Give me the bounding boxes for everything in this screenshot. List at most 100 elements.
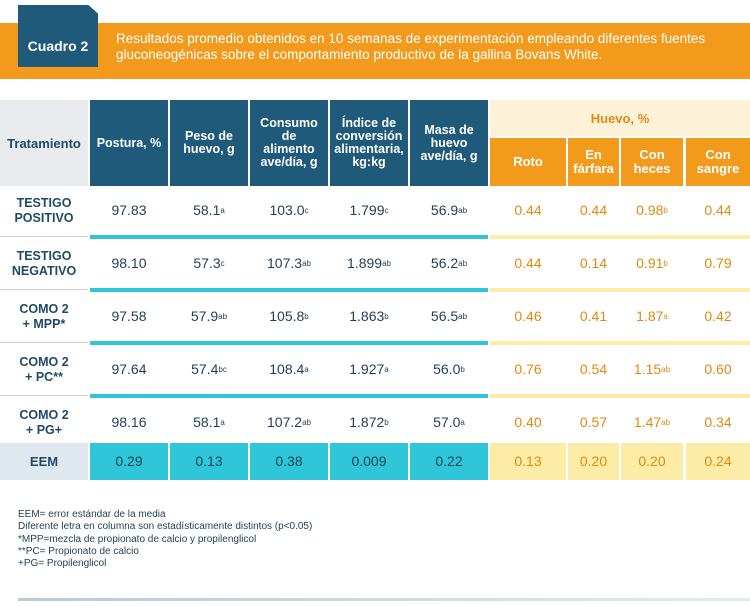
row-divider xyxy=(90,394,488,398)
footnote-line: **PC= Propionato de calcio xyxy=(18,545,139,557)
treatment-header: Tratamiento xyxy=(0,100,88,186)
table-cell: 0.44 xyxy=(490,239,566,288)
table-caption: Resultados promedio obtenidos en 10 sema… xyxy=(116,31,706,62)
bottom-divider xyxy=(18,598,750,601)
eem-cell: 0.13 xyxy=(490,443,566,480)
table-cell: 1.872 b xyxy=(349,414,389,430)
eem-cell: 0.20 xyxy=(568,443,619,480)
table-cell: 0.41 xyxy=(568,292,619,341)
cell-value: 56.5 xyxy=(430,308,459,324)
row-divider xyxy=(0,395,88,396)
column-header: En fárfara xyxy=(568,138,619,186)
cell-value: 0.41 xyxy=(579,308,608,324)
table-cell: 56.5 ab xyxy=(430,308,468,324)
table-cell: 58.1 a xyxy=(193,414,225,430)
row-divider xyxy=(90,235,488,239)
cell-value: 56.9 xyxy=(430,202,459,218)
table-cell: 56.2 ab xyxy=(430,255,468,271)
eem-label: EEM xyxy=(0,443,88,480)
cell-value: 0.76 xyxy=(514,361,542,377)
table-cell: 0.76 xyxy=(490,345,566,394)
table-cell: 0.34 xyxy=(686,398,750,447)
row-divider xyxy=(490,288,750,292)
cell-value: 103.0 xyxy=(269,202,305,218)
row-divider xyxy=(490,341,750,345)
cell-value: 57.9 xyxy=(190,308,219,324)
table-cell: 0.79 xyxy=(686,239,750,288)
cell-value: 105.8 xyxy=(269,308,305,324)
table-cell: 1.899 ab xyxy=(347,255,391,271)
cell-value: 97.58 xyxy=(111,308,147,324)
table-number-label: Cuadro 2 xyxy=(27,38,89,54)
table-cell: 0.42 xyxy=(686,292,750,341)
cell-value: 0.42 xyxy=(704,308,732,324)
cell-value: 0.91 xyxy=(636,255,664,271)
row-divider xyxy=(490,394,750,398)
treatment-label: TESTIGO NEGATIVO xyxy=(11,248,77,278)
cell-value: 107.3 xyxy=(267,255,303,271)
cell-value: 57.0 xyxy=(433,414,461,430)
cell-value: 1.927 xyxy=(349,361,385,377)
footnote-line: EEM= error estándar de la media xyxy=(18,509,166,520)
row-divider xyxy=(0,236,88,237)
table-cell: 57.3 c xyxy=(193,255,225,271)
eem-cell: 0.24 xyxy=(686,443,750,480)
table-cell: 57.0 a xyxy=(433,414,465,430)
table-cell: 1.87 a xyxy=(636,308,668,324)
table-cell: 0.98 b xyxy=(636,202,668,218)
cell-value: 56.2 xyxy=(430,255,459,271)
cell-value: 1.872 xyxy=(349,414,385,430)
footnote-line: *MPP=mezcla de propionato de calcio y pr… xyxy=(18,533,257,545)
column-header: Consumo de alimento ave/día, g xyxy=(250,100,328,186)
cell-value: 0.44 xyxy=(514,255,542,271)
treatment-label: COMO 2 + MPP* xyxy=(19,301,69,331)
table-cell: 1.15 ab xyxy=(633,361,671,377)
cell-value: 0.44 xyxy=(579,202,608,218)
cell-value: 0.44 xyxy=(514,202,542,218)
cell-value: 0.34 xyxy=(704,414,732,430)
table-cell: 103.0 c xyxy=(269,202,309,218)
cell-value: 0.14 xyxy=(579,255,608,271)
cell-value: 56.0 xyxy=(433,361,461,377)
cell-value: 0.54 xyxy=(579,361,608,377)
row-divider xyxy=(90,288,488,292)
cell-value: 0.57 xyxy=(579,414,608,430)
eem-cell: 0.22 xyxy=(410,443,488,480)
cell-value: 107.2 xyxy=(267,414,303,430)
table-cell: 0.46 xyxy=(490,292,566,341)
cell-value: 0.40 xyxy=(514,414,542,430)
table-cell: 57.9 ab xyxy=(190,308,228,324)
cell-value: 108.4 xyxy=(269,361,305,377)
cell-value: 1.15 xyxy=(633,361,662,377)
table-cell: 0.91 b xyxy=(636,255,668,271)
table-cell: 97.58 xyxy=(90,292,168,341)
table-cell: 1.863 b xyxy=(349,308,389,324)
column-header: Con heces xyxy=(621,138,683,186)
treatment-label: COMO 2 + PG+ xyxy=(19,407,69,437)
table-cell: 57.4 bc xyxy=(191,361,227,377)
eem-cell: 0.13 xyxy=(170,443,248,480)
footnote-line: +PG= Propilenglicol xyxy=(18,558,107,570)
table-cell: 0.40 xyxy=(490,398,566,447)
cell-value: 1.799 xyxy=(349,202,385,218)
table-cell: 105.8 b xyxy=(269,308,309,324)
column-header: Con sangre xyxy=(686,138,750,186)
table-cell: 108.4 a xyxy=(269,361,309,377)
table-cell: 1.47 ab xyxy=(633,414,671,430)
cell-value: 0.98 xyxy=(636,202,664,218)
column-header: Postura, % xyxy=(90,100,168,186)
row-divider xyxy=(0,342,88,343)
table-cell: 0.54 xyxy=(568,345,619,394)
cell-value: 98.10 xyxy=(111,255,147,271)
table-cell: 97.83 xyxy=(90,186,168,235)
row-divider xyxy=(0,289,88,290)
cell-value: 57.3 xyxy=(193,255,221,271)
column-header: Roto xyxy=(490,138,566,186)
cell-value: 58.1 xyxy=(193,202,221,218)
table-cell: 0.60 xyxy=(686,345,750,394)
table-cell: 107.3 ab xyxy=(267,255,311,271)
cell-value: 98.16 xyxy=(111,414,147,430)
table-cell: 1.799 c xyxy=(349,202,389,218)
footnotes: EEM= error estándar de la media Diferente… xyxy=(18,509,618,570)
cell-value: 0.79 xyxy=(704,255,732,271)
